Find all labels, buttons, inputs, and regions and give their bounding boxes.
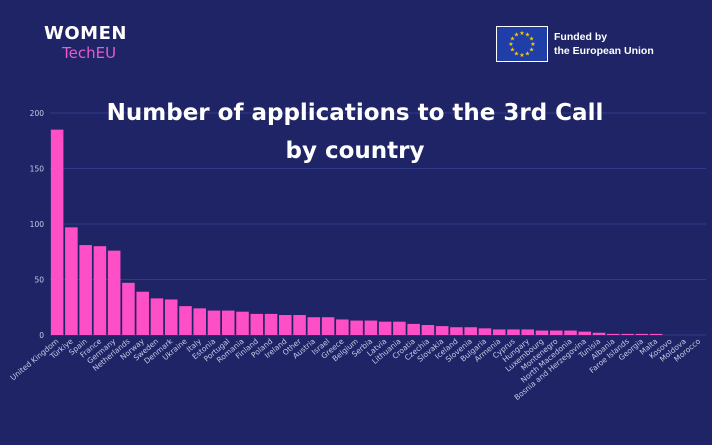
chart-bars (50, 129, 663, 335)
bar (464, 327, 477, 335)
eu-star-icon: ★ (514, 51, 519, 58)
eu-star-icon: ★ (525, 51, 530, 58)
eu-star-icon: ★ (529, 36, 534, 43)
bar (421, 325, 435, 335)
bar (578, 331, 592, 335)
bar (635, 333, 649, 335)
chart-title-line1: Number of applications to the 3rd Call (106, 100, 604, 126)
bar (79, 245, 92, 335)
bar (592, 332, 606, 335)
bar (207, 310, 221, 335)
eu-flag-icon: ★ ★ ★ ★ ★ ★ ★ ★ ★ ★ ★ ★ (496, 26, 548, 62)
logo-women-text: WOMEN (44, 23, 127, 44)
bar (549, 330, 563, 335)
y-tick-label: 150 (30, 165, 45, 174)
bar (478, 328, 492, 335)
eu-funding-badge: ★ ★ ★ ★ ★ ★ ★ ★ ★ ★ ★ ★ Funded by the European Unio… (496, 26, 654, 62)
bar (564, 330, 577, 335)
bar (107, 250, 121, 335)
bar (321, 317, 335, 335)
y-tick-label: 50 (34, 276, 44, 285)
bar (435, 326, 449, 335)
bar (264, 313, 278, 335)
bar (393, 321, 406, 335)
bar (492, 329, 506, 335)
eu-star-icon: ★ (525, 31, 530, 38)
bar (535, 330, 549, 335)
bar (407, 323, 420, 335)
chart-title-line2: by country (285, 138, 425, 164)
bar (607, 333, 620, 335)
bar (50, 129, 64, 335)
bar (336, 319, 349, 335)
chart-title: Number of applications to the 3rd Call b… (95, 94, 615, 170)
eu-star-icon: ★ (514, 31, 519, 38)
bar (221, 310, 235, 335)
bar (193, 308, 207, 335)
y-tick-label: 100 (30, 220, 45, 229)
bar (307, 317, 321, 335)
bar (136, 291, 149, 335)
bar (150, 298, 164, 335)
bar (521, 329, 535, 335)
eu-star-icon: ★ (508, 41, 513, 48)
x-axis-ticks: United KingdomTürkiyeSpainFranceGermanyN… (9, 336, 703, 402)
bar (293, 315, 306, 335)
eu-funding-line1: Funded by (554, 31, 608, 43)
bar (250, 313, 264, 335)
bar (279, 315, 292, 335)
eu-star-icon: ★ (510, 36, 515, 43)
bar (621, 333, 634, 335)
bar (179, 306, 192, 335)
bar (236, 311, 249, 335)
eu-star-icon: ★ (510, 47, 515, 54)
eu-star-icon: ★ (519, 52, 524, 59)
chart-gridlines (50, 112, 706, 336)
bar (649, 333, 663, 335)
bar (93, 246, 107, 335)
bar (378, 321, 392, 335)
womentecheu-logo: WOMEN TechEU (44, 23, 127, 63)
y-tick-label: 0 (39, 331, 44, 340)
bar (450, 327, 463, 335)
bar (65, 227, 78, 335)
eu-star-icon: ★ (530, 41, 535, 48)
eu-funding-line2: the European Union (554, 45, 654, 57)
eu-star-icon: ★ (529, 47, 534, 54)
eu-stars-icon: ★★★★★★★★★ ★ ★★ (508, 30, 535, 59)
eu-star-icon: ★ (519, 30, 524, 37)
bar (507, 329, 520, 335)
bar (164, 299, 178, 335)
bar (122, 282, 135, 335)
bar (350, 320, 363, 335)
bar (364, 320, 378, 335)
y-axis-ticks: 0 50 100 150 200 (30, 109, 45, 340)
logo-techeu-text: TechEU (62, 44, 117, 62)
eu-funding-text: Funded by the European Union (554, 30, 654, 58)
y-tick-label: 200 (30, 109, 45, 118)
